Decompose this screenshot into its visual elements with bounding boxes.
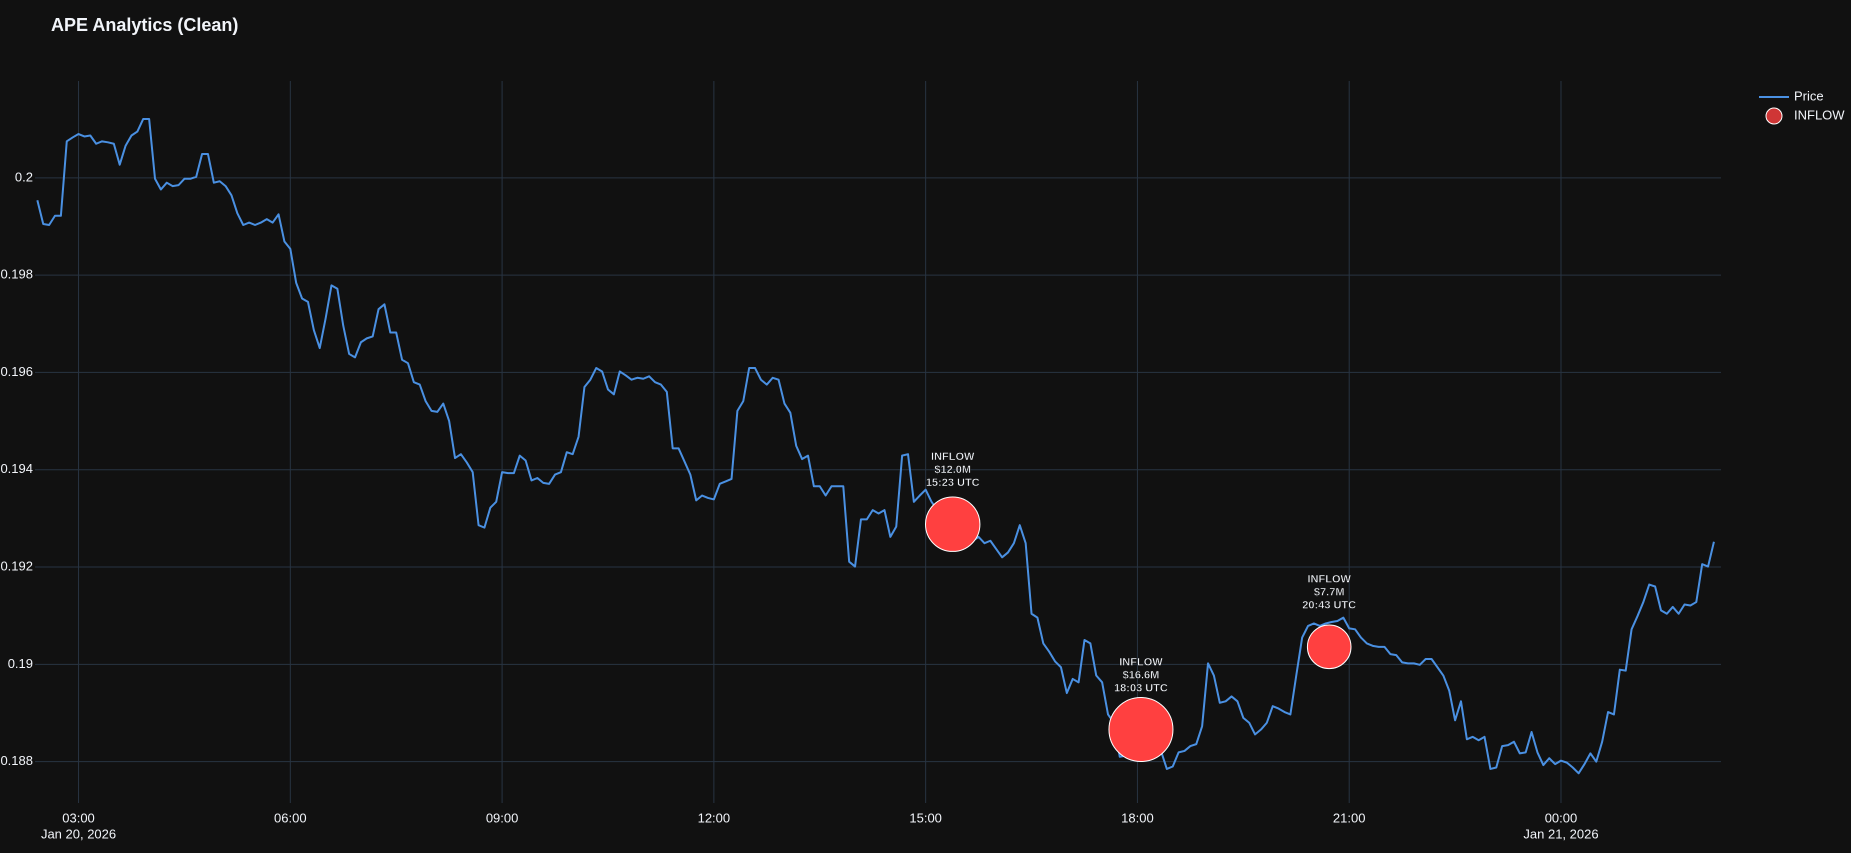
annotation-name: INFLOW [931,451,975,463]
x-tick-label: 15:00 [909,810,942,825]
x-tick-label: 09:00 [486,810,519,825]
x-tick-label: 00:00 [1545,810,1578,825]
x-tick-label: 18:00 [1121,810,1154,825]
annotation-name: INFLOW [1119,656,1163,668]
inflow-marker [1108,697,1174,763]
annotation-amount: $12.0M [934,464,971,476]
price-line [36,117,1715,775]
annotation-time: 18:03 UTC [1114,682,1168,694]
y-tick-label: 0.2 [15,169,33,184]
x-tick-label: 06:00 [274,810,307,825]
x-tick-label: 03:00 [62,810,95,825]
legend-marker [1765,107,1783,125]
inflow-marker [1306,624,1352,670]
y-tick-label: 0.192 [0,558,33,573]
x-tick-label: 12:00 [698,810,731,825]
inflow-marker [925,496,981,552]
x-tick-label: 21:00 [1333,810,1366,825]
annotation-amount: $7.7M [1314,587,1345,599]
annotation-amount: $16.6M [1123,669,1160,681]
y-tick-label: 0.194 [0,461,33,476]
legend-label: Price [1794,88,1824,103]
y-tick-label: 0.188 [0,753,33,768]
y-tick-label: 0.198 [0,267,33,282]
y-tick-label: 0.19 [8,656,33,671]
x-tick-date-label: Jan 20, 2026 [41,826,116,841]
annotation-time: 20:43 UTC [1302,600,1356,612]
annotation-name: INFLOW [1308,574,1352,586]
chart-title: APE Analytics (Clean) [51,15,238,35]
y-tick-label: 0.196 [0,364,33,379]
legend-label: INFLOW [1794,107,1845,122]
x-tick-date-label: Jan 21, 2026 [1523,826,1598,841]
annotation-time: 15:23 UTC [926,477,980,489]
